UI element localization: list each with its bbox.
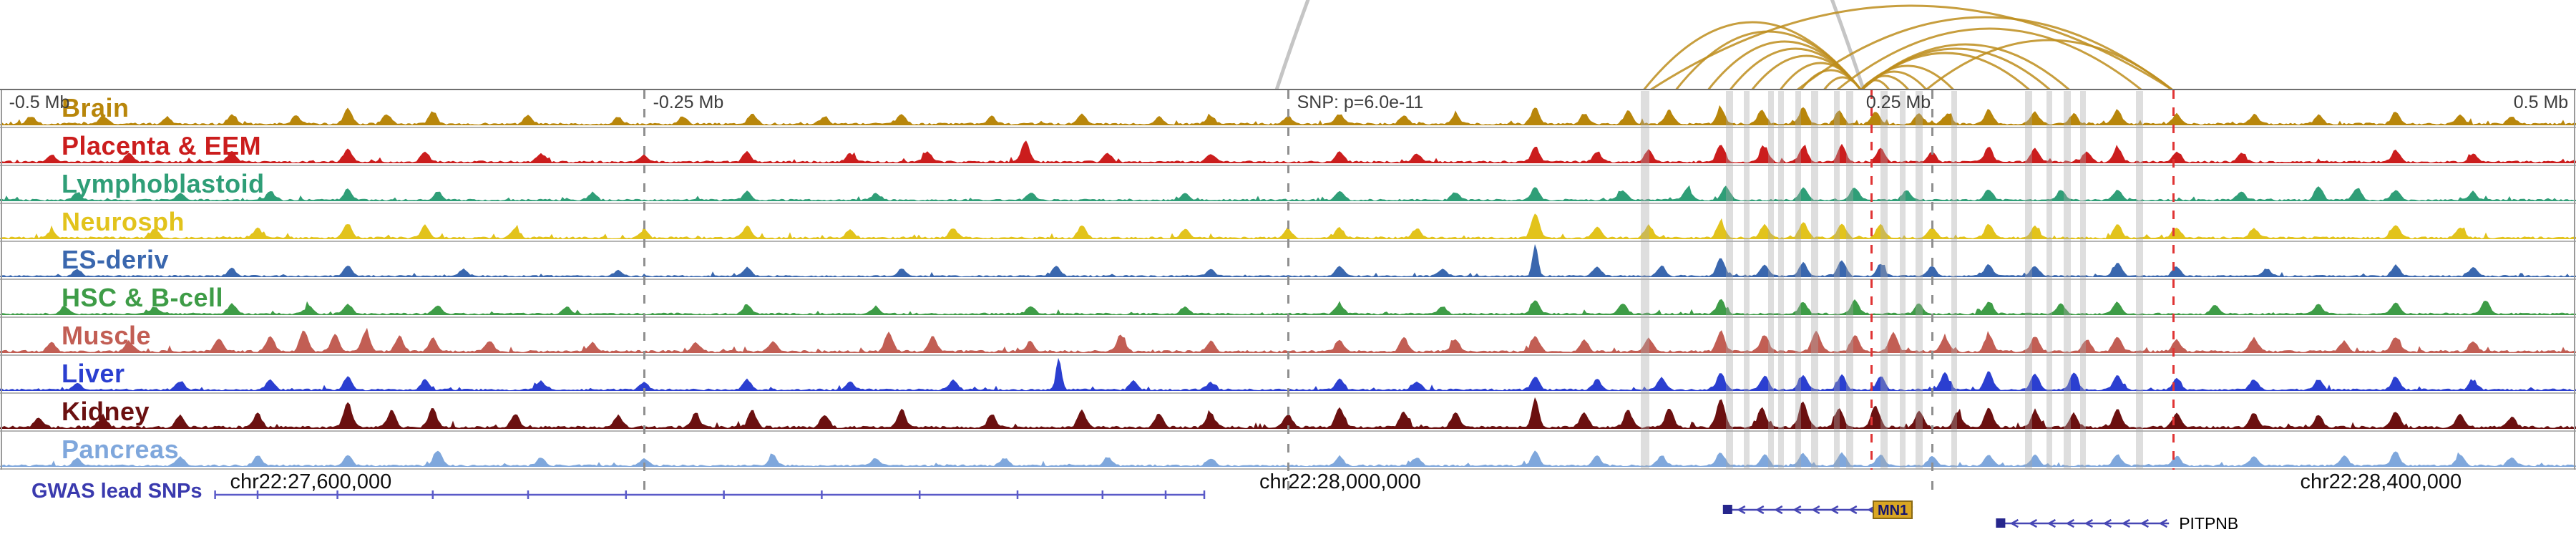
ruler-label-4: 0.5 Mb <box>2513 92 2569 112</box>
gridline-0 <box>643 90 645 493</box>
track-label-liver: Liver <box>62 359 125 388</box>
gene-name-label-pitpnb: PITPNB <box>2179 514 2239 533</box>
ruler-label-0: -0.5 Mb <box>9 92 70 112</box>
interaction-arc-18[interactable] <box>1925 39 2174 90</box>
snp-highlight-band-4 <box>1778 91 1785 469</box>
ruler-label-3: 0.25 Mb <box>1865 92 1931 112</box>
red-dashed-line-0 <box>1870 90 1873 470</box>
track-label-muscle: Muscle <box>62 321 152 350</box>
genome-coordinate-0: chr22:27,600,000 <box>230 470 392 493</box>
snp-highlight-band-7 <box>1833 91 1840 469</box>
track-label-lymphoblastoid: Lymphoblastoid <box>62 169 265 198</box>
track-label-pancreas: Pancreas <box>62 435 180 464</box>
genome-coordinate-1: chr22:28,000,000 <box>1259 470 1421 493</box>
snp-highlight-band-12 <box>1951 91 1957 469</box>
gene-name-box-mn1[interactable]: MN1 <box>1873 500 1913 519</box>
ruler-label-2: SNP: p=6.0e-11 <box>1297 92 1424 112</box>
snp-highlight-band-14 <box>2046 91 2052 469</box>
interaction-arc-17[interactable] <box>1796 16 2174 90</box>
track-label-placenta-eem: Placenta & EEM <box>62 131 262 160</box>
snp-highlight-band-6 <box>1811 91 1819 469</box>
ruler-line <box>0 89 2576 90</box>
track-signal-hsc-b-cell[interactable] <box>0 279 2576 316</box>
gwas-lead-snps-label: GWAS lead SNPs <box>31 480 203 503</box>
interaction-arc-7[interactable] <box>1823 76 1863 90</box>
snp-highlight-band-9 <box>1880 91 1888 469</box>
gene-pitpnb[interactable] <box>1996 518 2170 528</box>
track-label-hsc-b-cell: HSC & B-cell <box>62 283 224 312</box>
gridline-2 <box>1931 90 1933 493</box>
track-label-kidney: Kidney <box>62 397 150 426</box>
track-area-border-1 <box>2574 90 2575 470</box>
track-label-brain: Brain <box>62 93 130 122</box>
track-label-es-deriv: ES-deriv <box>62 245 170 274</box>
snp-highlight-band-0 <box>1640 91 1649 469</box>
interaction-arc-15[interactable] <box>1835 27 2143 90</box>
snp-highlight-band-10 <box>1899 91 1906 469</box>
track-signal-lymphoblastoid[interactable] <box>0 165 2576 203</box>
snp-highlight-band-15 <box>2064 91 2071 469</box>
gene-annotation-layer[interactable] <box>0 465 2576 537</box>
gridline-1 <box>1287 90 1289 493</box>
red-dashed-line-1 <box>2172 90 2175 470</box>
track-area-border-0 <box>1 90 2 470</box>
interaction-arc-14[interactable] <box>1860 43 2071 90</box>
ruler-label-1: -0.25 Mb <box>653 92 724 112</box>
snp-highlight-band-16 <box>2079 91 2086 469</box>
genome-coordinate-2: chr22:28,400,000 <box>2300 470 2462 493</box>
snp-highlight-band-13 <box>2025 91 2032 469</box>
snp-highlight-band-1 <box>1726 91 1734 469</box>
snp-highlight-band-2 <box>1743 91 1750 469</box>
snp-highlight-band-11 <box>1916 91 1923 469</box>
snp-highlight-band-3 <box>1768 91 1774 469</box>
interaction-arcs-layer[interactable] <box>0 0 2576 90</box>
gray-interaction-arc[interactable] <box>1274 0 1865 90</box>
snp-highlight-band-8 <box>1845 91 1853 469</box>
snp-highlight-band-5 <box>1795 91 1801 469</box>
snp-highlight-band-17 <box>2135 91 2143 469</box>
track-label-neurosph: Neurosph <box>62 207 185 236</box>
